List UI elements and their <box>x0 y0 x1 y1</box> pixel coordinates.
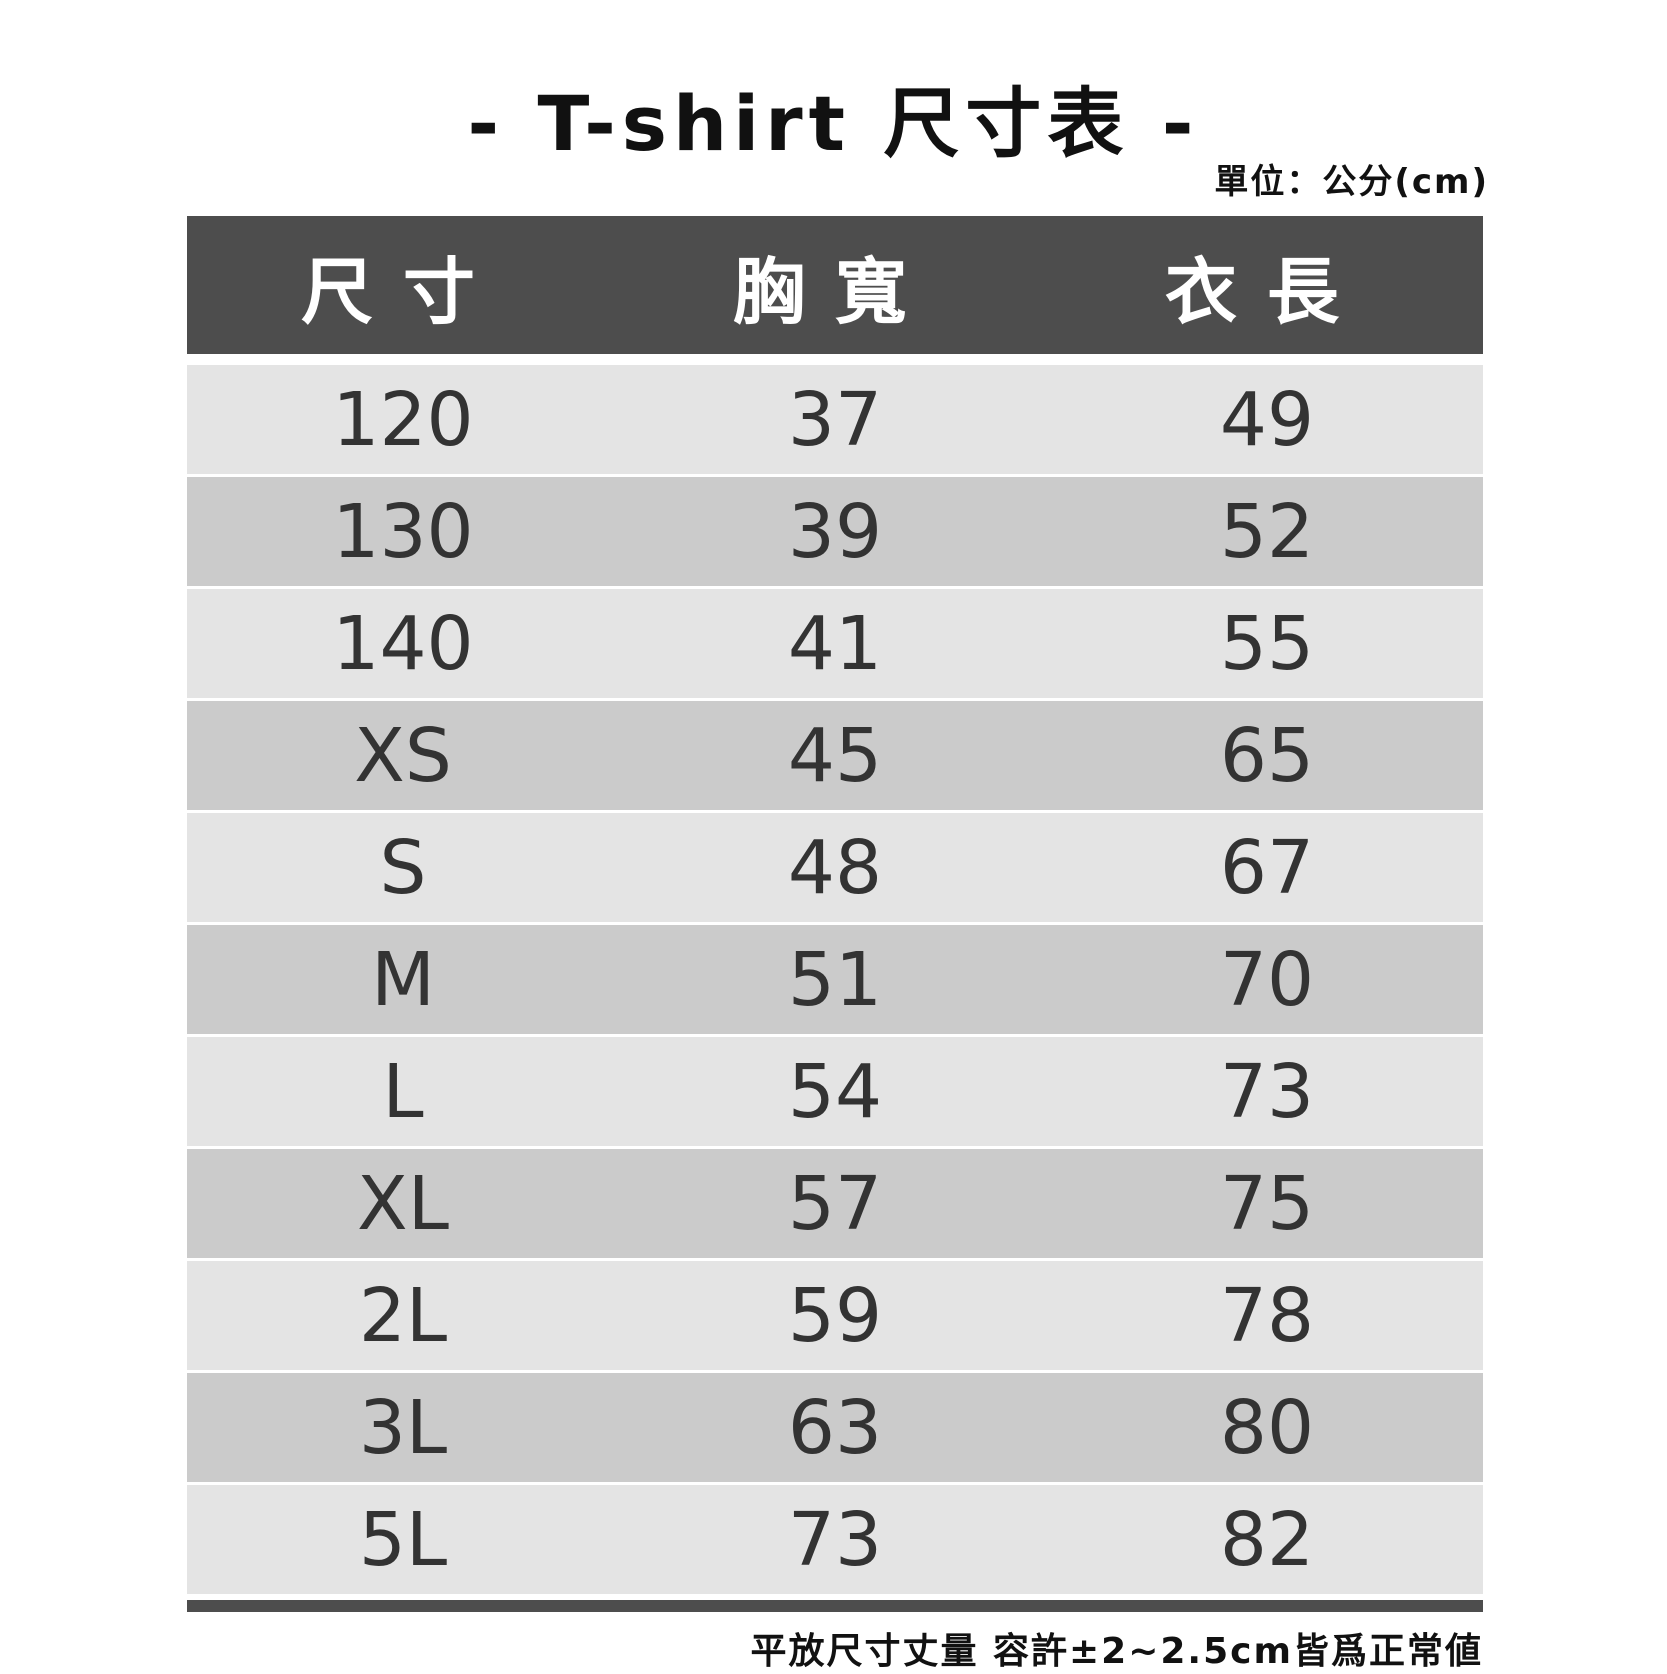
cell-chest-width: 59 <box>787 1272 883 1359</box>
table-row: XL 57 75 <box>187 1149 1483 1261</box>
table-header: 尺寸 胸寬 衣長 <box>187 216 1483 354</box>
table-body: 120 37 49 130 39 52 140 41 55 XS 45 65 S 48 67 M 51 70 L 54… <box>187 365 1483 1597</box>
table-row: 130 39 52 <box>187 477 1483 589</box>
cell-size: 3L <box>358 1384 448 1471</box>
header-size: 尺寸 <box>300 249 505 334</box>
cell-chest-width: 54 <box>787 1048 883 1135</box>
cell-chest-width: 48 <box>787 824 883 911</box>
cell-length: 65 <box>1219 712 1315 799</box>
table-row: 2L 59 78 <box>187 1261 1483 1373</box>
cell-size: M <box>371 936 435 1023</box>
cell-size: L <box>382 1048 424 1135</box>
cell-chest-width: 57 <box>787 1160 883 1247</box>
table-row: 3L 63 80 <box>187 1373 1483 1485</box>
cell-length: 55 <box>1219 600 1315 687</box>
page-title: - T-shirt 尺寸表 - <box>467 79 1200 168</box>
header-length: 衣長 <box>1164 249 1369 334</box>
cell-size: 140 <box>332 600 474 687</box>
cell-chest-width: 39 <box>787 488 883 575</box>
cell-length: 49 <box>1219 376 1315 463</box>
cell-length: 80 <box>1219 1384 1315 1471</box>
cell-size: 130 <box>332 488 474 575</box>
cell-size: 2L <box>358 1272 448 1359</box>
header-chest-width: 胸寬 <box>732 249 937 334</box>
cell-length: 75 <box>1219 1160 1315 1247</box>
cell-size: XS <box>354 712 452 799</box>
table-row: 5L 73 82 <box>187 1485 1483 1597</box>
cell-chest-width: 51 <box>787 936 883 1023</box>
unit-label: 單位：公分(cm) <box>1214 162 1489 202</box>
cell-chest-width: 45 <box>787 712 883 799</box>
cell-length: 82 <box>1219 1496 1315 1583</box>
cell-chest-width: 41 <box>787 600 883 687</box>
cell-size: 5L <box>358 1496 448 1583</box>
size-table: 尺寸 胸寬 衣長 120 37 49 130 39 52 140 41 55 XS 45 65 S 48 6… <box>187 216 1483 1612</box>
cell-length: 67 <box>1219 824 1315 911</box>
cell-length: 52 <box>1219 488 1315 575</box>
cell-size: XL <box>357 1160 449 1247</box>
table-row: M 51 70 <box>187 925 1483 1037</box>
cell-chest-width: 73 <box>787 1496 883 1583</box>
cell-length: 73 <box>1219 1048 1315 1135</box>
cell-chest-width: 37 <box>787 376 883 463</box>
table-row: S 48 67 <box>187 813 1483 925</box>
measurement-note: 平放尺寸丈量 容許±2~2.5cm皆爲正常値 <box>750 1631 1483 1672</box>
table-row: L 54 73 <box>187 1037 1483 1149</box>
cell-length: 78 <box>1219 1272 1315 1359</box>
table-row: XS 45 65 <box>187 701 1483 813</box>
cell-length: 70 <box>1219 936 1315 1023</box>
cell-chest-width: 63 <box>787 1384 883 1471</box>
table-row: 120 37 49 <box>187 365 1483 477</box>
cell-size: S <box>379 824 427 911</box>
table-bottom-bar <box>187 1600 1483 1612</box>
cell-size: 120 <box>332 376 474 463</box>
table-row: 140 41 55 <box>187 589 1483 701</box>
